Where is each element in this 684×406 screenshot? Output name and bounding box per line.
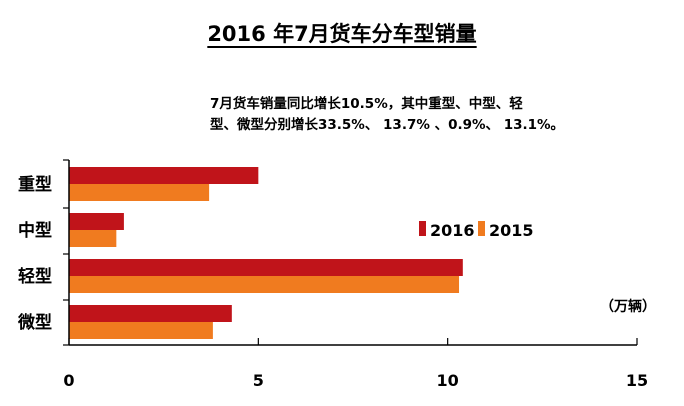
- legend-swatch-2015: [478, 221, 485, 236]
- category-label-1: 中型: [18, 220, 52, 241]
- chart-title: 2016 年7月货车分车型销量: [207, 22, 477, 46]
- category-label-2: 轻型: [18, 266, 52, 287]
- bar-2016-2: [69, 259, 463, 276]
- annotation-line-2: 型、微型分别增长33.5%、 13.7% 、0.9%、 13.1%。: [210, 117, 565, 133]
- legend-label-2016: 2016: [430, 221, 475, 240]
- bar-2016-3: [69, 305, 232, 322]
- chart-annotation: 7月货车销量同比增长10.5%，其中重型、中型、轻 型、微型分别增长33.5%、…: [210, 94, 680, 136]
- legend: 2016 2015: [419, 221, 534, 240]
- bar-2015-1: [69, 230, 117, 247]
- category-label-3: 微型: [17, 312, 52, 333]
- legend-label-2015: 2015: [489, 221, 534, 240]
- bar-2015-2: [69, 276, 460, 293]
- x-tick-label-2: 10: [437, 371, 459, 390]
- category-label-0: 重型: [18, 174, 52, 195]
- x-tick-label-3: 15: [626, 371, 648, 390]
- bar-2016-0: [69, 167, 259, 184]
- unit-label: （万辆）: [600, 299, 656, 315]
- x-tick-label-1: 5: [253, 371, 264, 390]
- x-tick-label-0: 0: [63, 371, 74, 390]
- legend-swatch-2016: [419, 221, 426, 236]
- bar-2015-0: [69, 184, 210, 201]
- bar-2016-1: [69, 213, 124, 230]
- bars-group: [69, 167, 463, 339]
- bar-2015-3: [69, 322, 213, 339]
- axes-group: [63, 159, 638, 346]
- annotation-line-1: 7月货车销量同比增长10.5%，其中重型、中型、轻: [210, 96, 523, 112]
